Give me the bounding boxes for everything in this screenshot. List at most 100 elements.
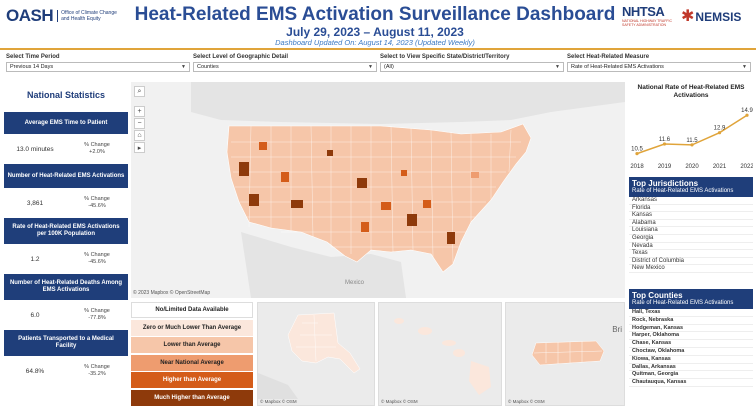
chevron-down-icon: ▼ <box>368 64 373 70</box>
canada-region <box>191 82 625 124</box>
change-label: % Change <box>84 364 110 370</box>
alaska-inset-map[interactable]: © Mapbox © OSM <box>257 302 375 406</box>
hawaii-inset-map[interactable]: © Mapbox © OSM <box>378 302 502 406</box>
updated-note: Dashboard Updated On: August 14, 2023 (U… <box>275 38 475 47</box>
zoom-in-icon[interactable]: + <box>134 106 145 117</box>
top-counties-subtitle: Rate of Heat-Related EMS Activations <box>632 300 734 306</box>
filter-label: Select to View Specific State/District/T… <box>380 54 510 60</box>
legend-item: Zero or Much Lower Than Average <box>131 319 253 336</box>
stat-header: Average EMS Time to Patient <box>4 112 128 134</box>
trend-x-tick: 2021 <box>713 164 727 170</box>
inset-credit: © Mapbox © OSM <box>508 399 545 404</box>
legend-item: Lower than Average <box>131 337 253 353</box>
stat-change: % Change -35.2% <box>66 364 128 378</box>
jurisdiction-item[interactable]: District of Columbia <box>629 258 753 266</box>
trend-data-label: 11.5 <box>686 138 698 144</box>
mexico-label: Mexico <box>345 280 365 286</box>
stat-row: 13.0 minutes % Change +2.0% <box>4 134 128 164</box>
jurisdiction-item[interactable]: Georgia <box>629 235 753 243</box>
state-select[interactable]: (All) ▼ <box>380 62 564 72</box>
county-item[interactable]: Rock, Nebraska <box>629 317 753 325</box>
top-jurisdictions-subtitle: Rate of Heat-Related EMS Activations <box>632 188 734 194</box>
change-label: % Change <box>84 252 110 258</box>
zoom-out-icon[interactable]: − <box>134 118 145 129</box>
home-icon[interactable]: ⌂ <box>134 130 145 141</box>
filter-label: Select Time Period <box>6 54 60 60</box>
county-item[interactable]: Hodgeman, Kansas <box>629 325 753 333</box>
trend-point <box>717 131 722 135</box>
county-item[interactable]: Kiowa, Kansas <box>629 356 753 364</box>
puerto-rico-canvas <box>531 340 605 366</box>
county-item[interactable]: Chase, Kansas <box>629 340 753 348</box>
chevron-down-icon: ▼ <box>555 64 560 70</box>
stat-value: 13.0 minutes <box>16 145 54 153</box>
jurisdiction-item[interactable]: Kansas <box>629 212 753 220</box>
jurisdiction-item[interactable]: Louisiana <box>629 227 753 235</box>
change-label: % Change <box>84 196 110 202</box>
jurisdiction-item[interactable]: New Mexico <box>629 265 753 273</box>
filter-bar: Select Time Period Previous 14 Days ▼ Se… <box>0 54 756 76</box>
stat-row: 3,861 % Change -45.6% <box>4 188 128 218</box>
jurisdiction-item[interactable]: Nevada <box>629 243 753 251</box>
filter-state: Select to View Specific State/District/T… <box>380 54 564 72</box>
change-value: +2.0% <box>89 149 105 155</box>
stat-change: % Change -77.8% <box>66 308 128 322</box>
jurisdiction-item[interactable]: Florida <box>629 205 753 213</box>
filter-geographic-detail: Select Level of Geographic Detail Counti… <box>193 54 377 72</box>
right-panel: National Rate of Heat-Related EMS Activa… <box>629 82 753 408</box>
time-period-select[interactable]: Previous 14 Days ▼ <box>6 62 190 72</box>
trend-point <box>690 143 694 147</box>
play-icon[interactable]: ▸ <box>134 142 145 153</box>
stat-row: 6.0 % Change -77.8% <box>4 300 128 330</box>
geographic-detail-select[interactable]: Counties ▼ <box>193 62 377 72</box>
trend-data-label: 11.6 <box>659 137 671 143</box>
county-item[interactable]: Harper, Oklahoma <box>629 332 753 341</box>
change-value: -77.8% <box>88 315 106 321</box>
filter-value: Previous 14 Days <box>10 64 54 70</box>
county-item[interactable]: Chautauqua, Kansas <box>629 379 753 387</box>
map-credit: © 2023 Mapbox © OpenStreetMap <box>133 290 211 296</box>
chevron-down-icon: ▼ <box>742 64 747 70</box>
trend-x-tick: 2019 <box>658 164 672 170</box>
stat-change: % Change +2.0% <box>66 142 128 156</box>
jurisdiction-item[interactable]: Texas <box>629 250 753 258</box>
oash-subtitle: Office of Climate Change and Health Equi… <box>57 10 119 22</box>
trend-point <box>745 113 749 117</box>
filter-time-period: Select Time Period Previous 14 Days ▼ <box>6 54 190 72</box>
nemsis-logo-text: NEMSIS <box>695 10 742 24</box>
search-icon[interactable]: ⌕ <box>134 86 145 97</box>
trend-data-label: 12.9 <box>714 126 726 132</box>
nemsis-logo: ✱ NEMSIS <box>681 4 753 30</box>
trend-line-chart: 10.5 2018 11.6 2019 11.5 2020 12.9 2021 14.9 2022 <box>630 108 753 170</box>
county-item[interactable]: Hall, Texas <box>629 309 753 317</box>
stat-row: 1.2 % Change -45.6% <box>4 244 128 274</box>
bri-label: Bri <box>612 325 622 334</box>
county-item[interactable]: Quitman, Georgia <box>629 371 753 380</box>
legend-item: Higher than Average <box>131 372 253 388</box>
change-label: % Change <box>84 308 110 314</box>
nhtsa-logo-text: NHTSA <box>622 4 665 19</box>
stat-value: 6.0 <box>30 311 40 319</box>
county-item[interactable]: Choctaw, Oklahoma <box>629 348 753 356</box>
national-statistics-panel: National Statistics Average EMS Time to … <box>4 82 128 410</box>
jurisdiction-item[interactable]: Arkansas <box>629 197 753 205</box>
stat-value: 3,861 <box>26 199 44 207</box>
inset-credit: © Mapbox © OSM <box>381 399 418 404</box>
date-range: July 29, 2023 – August 11, 2023 <box>286 25 464 39</box>
trend-data-label: 10.5 <box>631 147 643 153</box>
heat-measure-select[interactable]: Rate of Heat-Related EMS Activations ▼ <box>567 62 751 72</box>
trend-chart-title: National Rate of Heat-Related EMS Activa… <box>637 84 745 99</box>
trend-x-tick: 2022 <box>740 164 753 170</box>
filter-value: Rate of Heat-Related EMS Activations <box>571 64 664 70</box>
county-item[interactable]: Dallas, Arkansas <box>629 364 753 372</box>
legend-item: No/Limited Data Available <box>131 302 253 318</box>
jurisdiction-item[interactable]: Alabama <box>629 220 753 228</box>
us-county-map[interactable]: ⌕ + − ⌂ ▸ Mexico © 2023 Mapbox © OpenStr… <box>131 82 625 298</box>
hawaii-canvas <box>394 318 491 395</box>
puerto-rico-inset-map[interactable]: Bri © Mapbox © OSM <box>505 302 625 406</box>
stat-change: % Change -45.6% <box>66 252 128 266</box>
trend-point <box>635 152 639 156</box>
inset-credit: © Mapbox © OSM <box>260 399 297 404</box>
stat-header: Number of Heat-Related Deaths Among EMS … <box>4 274 128 300</box>
filter-label: Select Heat-Related Measure <box>567 54 650 60</box>
